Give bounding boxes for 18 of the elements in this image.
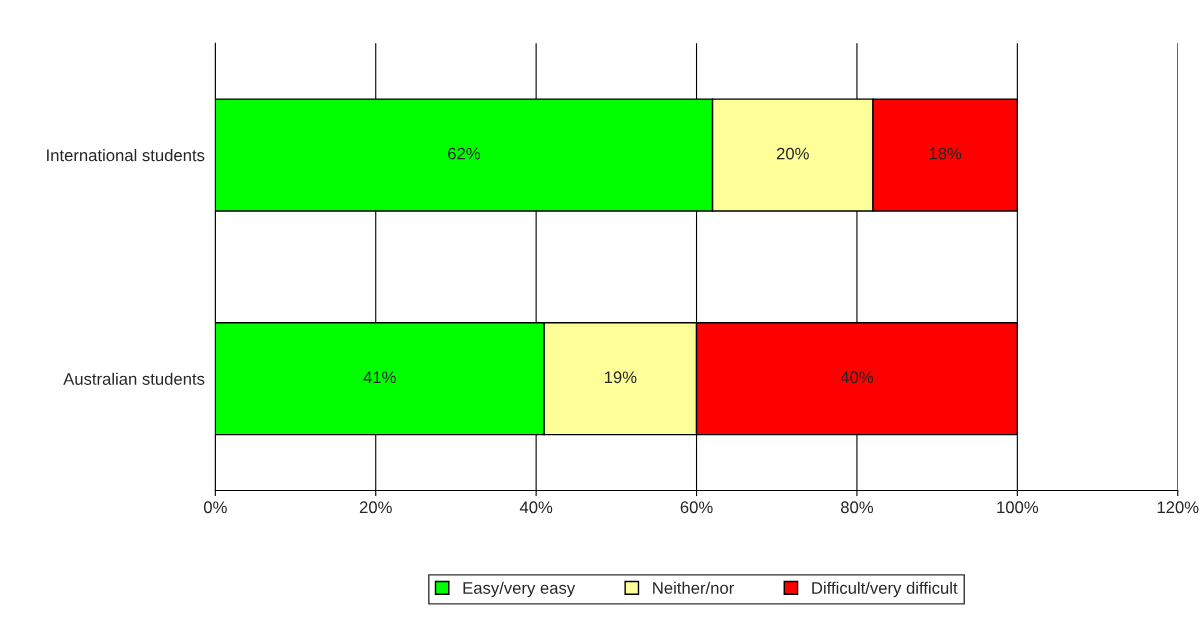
data-label: 20% [776, 147, 809, 160]
x-tick-label: 60% [680, 501, 713, 514]
x-tick-label: 100% [997, 501, 1039, 514]
legend-label: Easy/very easy [463, 581, 576, 598]
data-label: 19% [604, 371, 637, 384]
data-label: 62% [448, 147, 481, 160]
y-tick-label: Australian students [63, 372, 205, 385]
y-tick-label: International students [47, 148, 205, 162]
x-tick-label: 80% [840, 501, 874, 514]
legend-label: Difficult/very difficult [812, 581, 958, 598]
x-tick-label: 0% [203, 501, 227, 514]
data-label: 41% [363, 371, 396, 384]
x-tick-label: 20% [359, 501, 392, 514]
x-tick-label: 40% [519, 501, 553, 514]
legend-label: Neither/nor [653, 581, 734, 594]
data-label: 18% [929, 147, 962, 160]
data-label: 40% [840, 371, 874, 384]
x-tick-label: 120% [1157, 501, 1199, 514]
